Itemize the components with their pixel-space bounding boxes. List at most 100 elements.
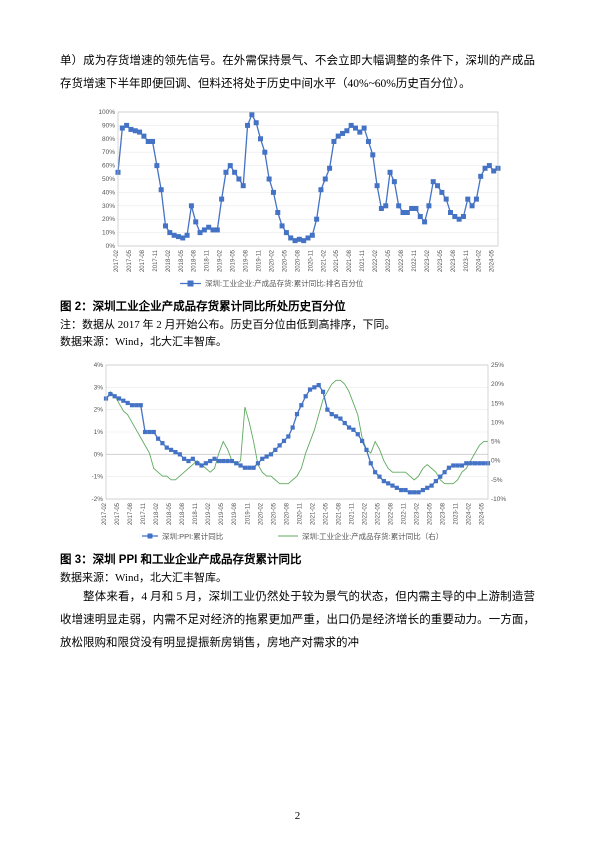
- svg-text:2021-11: 2021-11: [360, 249, 366, 271]
- svg-text:10%: 10%: [101, 230, 114, 237]
- svg-text:2023-02: 2023-02: [424, 249, 430, 272]
- svg-text:2018-05: 2018-05: [167, 502, 173, 525]
- svg-text:-5%: -5%: [491, 477, 503, 484]
- fig3-title: 图 3：深圳 PPI 和工业企业产成品存货累计同比: [60, 551, 535, 567]
- svg-text:2023-11: 2023-11: [463, 249, 469, 271]
- chart-1: 0% 10% 20% 30% 40% 50% 60% 70% 80% 90% 100% 2017-02…: [88, 104, 508, 294]
- svg-text:2020-08: 2020-08: [295, 249, 301, 272]
- svg-text:70%: 70%: [101, 149, 114, 156]
- svg-text:-1%: -1%: [91, 474, 103, 481]
- svg-text:2017-02: 2017-02: [114, 249, 120, 272]
- svg-text:2017-05: 2017-05: [126, 249, 132, 272]
- svg-text:2017-02: 2017-02: [102, 502, 108, 525]
- svg-text:2021-08: 2021-08: [336, 502, 342, 525]
- svg-text:20%: 20%: [491, 381, 504, 388]
- svg-text:2019-11: 2019-11: [256, 249, 262, 271]
- svg-text:2018-02: 2018-02: [154, 502, 160, 525]
- svg-text:2023-08: 2023-08: [440, 502, 446, 525]
- svg-text:2019-05: 2019-05: [230, 249, 236, 272]
- svg-text:40%: 40%: [101, 189, 114, 196]
- svg-text:80%: 80%: [101, 136, 114, 143]
- svg-text:100%: 100%: [98, 109, 115, 116]
- svg-text:4%: 4%: [93, 362, 103, 369]
- svg-text:2023-11: 2023-11: [453, 502, 459, 524]
- svg-text:2020-08: 2020-08: [284, 502, 290, 525]
- svg-text:15%: 15%: [491, 400, 504, 407]
- svg-text:50%: 50%: [101, 176, 114, 183]
- svg-text:2022-05: 2022-05: [375, 502, 381, 525]
- svg-text:2022-08: 2022-08: [388, 502, 394, 525]
- svg-text:2018-08: 2018-08: [191, 249, 197, 272]
- svg-text:2022-02: 2022-02: [373, 249, 379, 272]
- svg-text:2017-08: 2017-08: [139, 249, 145, 272]
- svg-text:2017-11: 2017-11: [141, 502, 147, 524]
- paragraph-2: 整体来看，4 月和 5 月，深圳工业仍然处于较为景气的状态，但内需主导的中上游制…: [60, 586, 535, 655]
- svg-text:2018-11: 2018-11: [204, 249, 210, 271]
- svg-text:2018-11: 2018-11: [193, 502, 199, 524]
- svg-text:2019-02: 2019-02: [206, 502, 212, 525]
- svg-text:2021-02: 2021-02: [310, 502, 316, 525]
- svg-text:深圳:工业企业:产成品存货:累计同比（右）: 深圳:工业企业:产成品存货:累计同比（右）: [302, 531, 443, 541]
- svg-text:2018-08: 2018-08: [180, 502, 186, 525]
- svg-text:2020-05: 2020-05: [282, 249, 288, 272]
- chart-2: -2% -1% 0% 1% 2% 3% 4% -10% -5% 0% 5% 10% 15% 20% 25% 2…: [78, 357, 518, 547]
- svg-text:2017-05: 2017-05: [115, 502, 121, 525]
- chart-2-container: -2% -1% 0% 1% 2% 3% 4% -10% -5% 0% 5% 10% 15% 20% 25% 2…: [60, 357, 535, 547]
- svg-text:2020-11: 2020-11: [297, 502, 303, 524]
- svg-text:0%: 0%: [491, 458, 501, 465]
- svg-text:2019-08: 2019-08: [232, 502, 238, 525]
- svg-text:2021-05: 2021-05: [323, 502, 329, 525]
- svg-text:30%: 30%: [101, 203, 114, 210]
- svg-text:90%: 90%: [101, 122, 114, 129]
- paragraph-1: 单）成为存货增速的领先信号。在外需保持景气、不会立即大幅调整的条件下，深圳的产成…: [60, 50, 535, 96]
- svg-text:2020-05: 2020-05: [271, 502, 277, 525]
- svg-text:2017-08: 2017-08: [128, 502, 134, 525]
- svg-text:3%: 3%: [93, 384, 103, 391]
- svg-text:10%: 10%: [491, 419, 504, 426]
- svg-text:-2%: -2%: [91, 496, 103, 503]
- fig2-note: 注：数据从 2017 年 2 月开始公布。历史百分位由低到高排序，下同。: [60, 316, 535, 332]
- svg-text:2021-11: 2021-11: [349, 502, 355, 524]
- svg-text:2023-05: 2023-05: [427, 502, 433, 525]
- svg-text:深圳:PPI:累计同比: 深圳:PPI:累计同比: [162, 531, 224, 541]
- svg-text:2020-02: 2020-02: [269, 249, 275, 272]
- svg-text:2022-08: 2022-08: [399, 249, 405, 272]
- fig2-src: 数据来源：Wind，北大汇丰智库。: [60, 333, 535, 349]
- svg-text:2022-11: 2022-11: [411, 249, 417, 271]
- svg-text:2019-05: 2019-05: [219, 502, 225, 525]
- page-number: 2: [0, 810, 595, 822]
- svg-text:2020-11: 2020-11: [308, 249, 314, 271]
- chart-1-container: 0% 10% 20% 30% 40% 50% 60% 70% 80% 90% 100% 2017-02…: [60, 104, 535, 294]
- svg-text:2024-05: 2024-05: [479, 502, 485, 525]
- fig3-src: 数据来源：Wind，北大汇丰智库。: [60, 569, 535, 585]
- page: 单）成为存货增速的领先信号。在外需保持景气、不会立即大幅调整的条件下，深圳的产成…: [0, 0, 595, 689]
- svg-text:2018-05: 2018-05: [178, 249, 184, 272]
- svg-text:2023-02: 2023-02: [414, 502, 420, 525]
- svg-text:2020-02: 2020-02: [258, 502, 264, 525]
- svg-text:2%: 2%: [93, 407, 103, 414]
- svg-text:0%: 0%: [105, 243, 115, 250]
- svg-text:2022-11: 2022-11: [401, 502, 407, 524]
- svg-text:2024-02: 2024-02: [476, 249, 482, 272]
- svg-text:深圳:工业企业:产成品存货:累计同比:排名百分位: 深圳:工业企业:产成品存货:累计同比:排名百分位: [205, 278, 364, 288]
- svg-text:20%: 20%: [101, 216, 114, 223]
- svg-text:2019-11: 2019-11: [245, 502, 251, 524]
- svg-text:2021-05: 2021-05: [334, 249, 340, 272]
- svg-text:-10%: -10%: [491, 496, 506, 503]
- svg-text:1%: 1%: [93, 429, 103, 436]
- svg-text:2023-08: 2023-08: [450, 249, 456, 272]
- svg-text:2023-05: 2023-05: [437, 249, 443, 272]
- svg-text:2019-02: 2019-02: [217, 249, 223, 272]
- svg-text:2017-11: 2017-11: [152, 249, 158, 271]
- svg-text:60%: 60%: [101, 163, 114, 170]
- svg-text:2022-02: 2022-02: [362, 502, 368, 525]
- svg-text:2021-08: 2021-08: [347, 249, 353, 272]
- svg-text:5%: 5%: [491, 439, 501, 446]
- svg-text:0%: 0%: [93, 451, 103, 458]
- svg-text:2022-05: 2022-05: [386, 249, 392, 272]
- svg-text:25%: 25%: [491, 362, 504, 369]
- svg-text:2024-02: 2024-02: [466, 502, 472, 525]
- svg-text:2024-05: 2024-05: [489, 249, 495, 272]
- fig2-title: 图 2：深圳工业企业产成品存货累计同比所处历史百分位: [60, 298, 535, 314]
- svg-text:2021-02: 2021-02: [321, 249, 327, 272]
